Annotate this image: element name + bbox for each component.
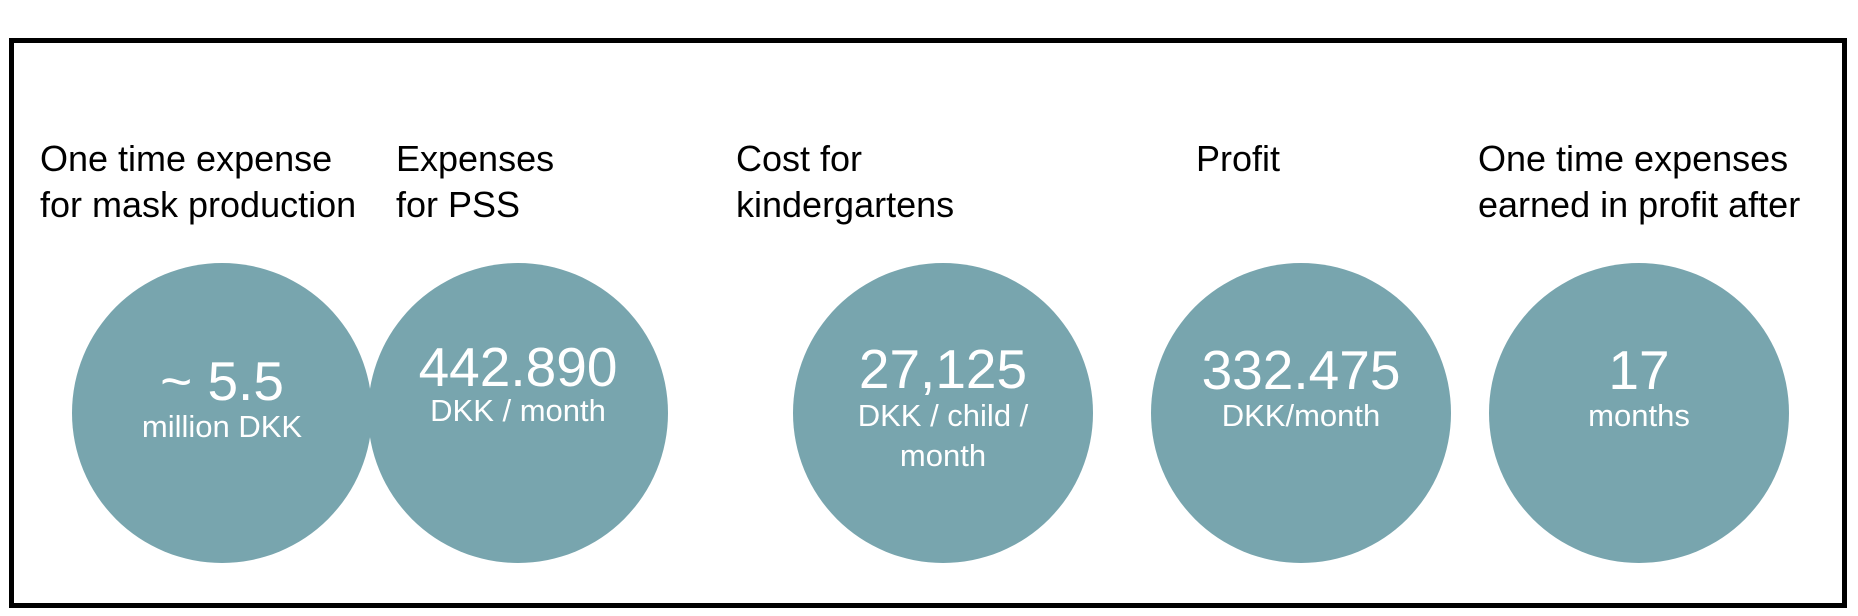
metric-label: One time expense for mask production — [40, 136, 440, 228]
metric-kindergarten-cost: Cost for kindergartens 27,125 DKK / chil… — [736, 43, 1136, 603]
metric-value: 332.475 — [1201, 339, 1401, 401]
metric-profit: Profit 332.475 DKK/month — [1151, 43, 1496, 603]
metric-label: Cost for kindergartens — [736, 136, 1136, 228]
metric-mask-production: One time expense for mask production ~ 5… — [40, 43, 440, 603]
metric-label-line: kindergartens — [736, 184, 955, 225]
metric-value: 27,125 — [858, 338, 1028, 400]
metric-label: Profit — [1196, 136, 1496, 182]
metric-circle: 27,125 DKK / child / month — [793, 263, 1093, 563]
metric-label-line: One time expense — [40, 138, 333, 179]
metric-label-line: earned in profit after — [1478, 184, 1801, 225]
metric-label: One time expenses earned in profit after — [1478, 136, 1848, 228]
metric-value: 442.890 — [418, 336, 618, 398]
summary-panel: One time expense for mask production ~ 5… — [9, 38, 1847, 608]
metric-unit: months — [1588, 398, 1690, 433]
metric-unit: DKK / month — [430, 393, 606, 428]
metric-value: ~ 5.5 — [160, 350, 284, 412]
metric-circle: ~ 5.5 million DKK — [72, 263, 372, 563]
metric-label-line: Profit — [1196, 138, 1281, 179]
metric-label-line: One time expenses — [1478, 138, 1789, 179]
metric-unit: DKK / child / — [857, 398, 1029, 433]
metric-label-line: Cost for — [736, 138, 863, 179]
metric-label-line: for mask production — [40, 184, 357, 225]
metric-label-line: Expenses — [396, 138, 555, 179]
metric-unit: month — [899, 438, 987, 473]
metric-label: Expenses for PSS — [396, 136, 796, 228]
metric-unit: million DKK — [141, 409, 303, 444]
metric-pss-expenses: Expenses for PSS 442.890 DKK / month — [368, 43, 796, 603]
metric-unit: DKK/month — [1221, 398, 1381, 433]
metric-value: 17 — [1608, 339, 1670, 401]
metric-circle: 442.890 DKK / month — [368, 263, 668, 563]
metric-label-line: for PSS — [396, 184, 521, 225]
metric-payback-period: One time expenses earned in profit after… — [1478, 43, 1848, 603]
metric-circle: 17 months — [1489, 263, 1789, 563]
metric-circle: 332.475 DKK/month — [1151, 263, 1451, 563]
